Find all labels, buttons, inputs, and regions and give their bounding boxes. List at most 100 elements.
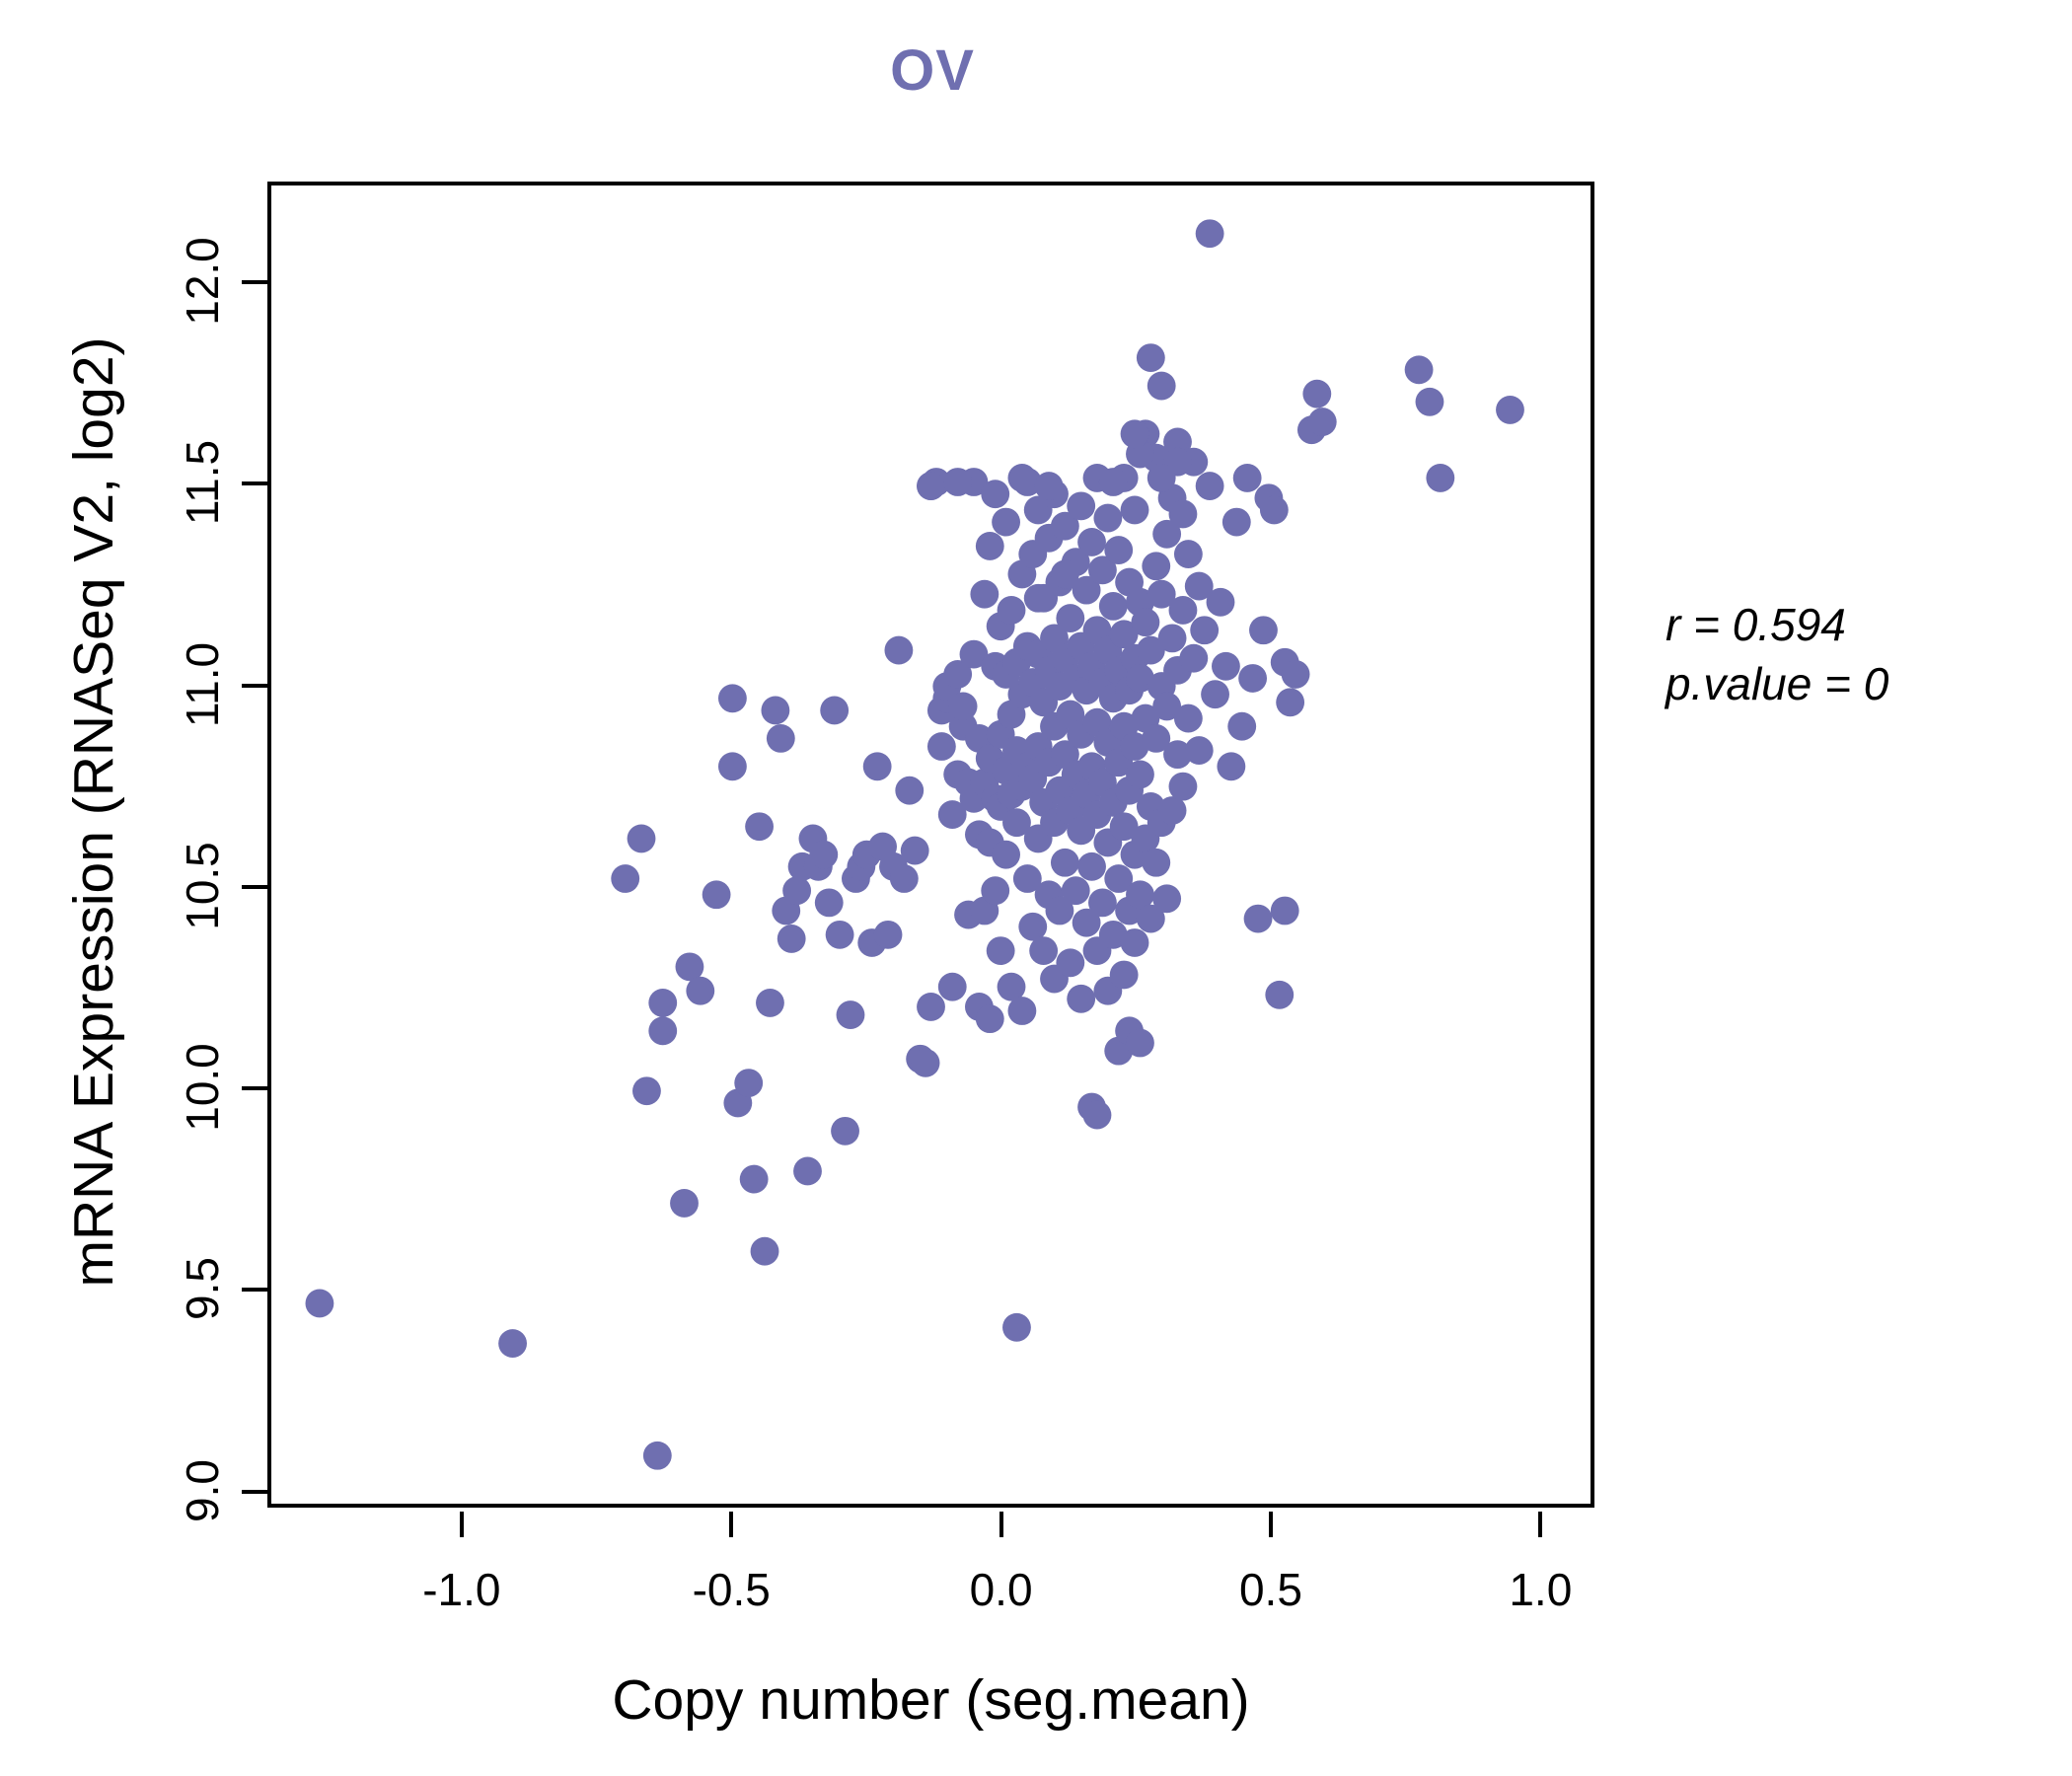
data-point	[1206, 587, 1235, 617]
data-point	[997, 596, 1026, 625]
data-point	[943, 659, 973, 689]
data-point	[1007, 997, 1037, 1025]
data-point	[1184, 736, 1214, 765]
data-point	[1173, 540, 1203, 569]
data-point	[1098, 920, 1128, 949]
data-point	[981, 480, 1010, 509]
data-point	[986, 936, 1015, 966]
data-point	[1093, 503, 1123, 533]
data-point	[1195, 472, 1224, 500]
data-point	[1179, 643, 1209, 673]
y-axis-label: mRNA Expression (RNASeq V2, log2)	[62, 336, 125, 1288]
data-point	[1050, 559, 1079, 589]
data-point	[1018, 912, 1048, 941]
data-point	[1184, 571, 1214, 601]
data-point	[1104, 864, 1134, 893]
data-point	[1098, 591, 1128, 621]
data-point	[937, 972, 967, 1001]
data-point	[1002, 1312, 1031, 1342]
data-point	[648, 988, 678, 1017]
data-point	[1056, 604, 1085, 632]
y-tick-label: 11.0	[177, 641, 228, 727]
y-tick-label: 10.5	[177, 842, 228, 930]
x-tick-mark	[1538, 1512, 1543, 1537]
data-point	[1072, 908, 1101, 937]
data-point	[1238, 664, 1268, 693]
data-point	[1496, 395, 1524, 424]
data-point	[809, 840, 839, 869]
data-point	[627, 824, 656, 853]
data-point	[992, 507, 1020, 537]
y-tick-mark	[242, 683, 267, 688]
y-tick-mark	[242, 1086, 267, 1091]
data-point	[793, 1156, 822, 1186]
data-point	[814, 888, 844, 918]
data-point	[997, 972, 1026, 1001]
data-point	[745, 812, 774, 842]
data-point	[1152, 519, 1182, 549]
x-tick-label: -0.5	[692, 1564, 771, 1615]
data-point	[1227, 711, 1257, 741]
data-point	[632, 1076, 661, 1106]
data-point	[498, 1329, 527, 1358]
data-point	[717, 752, 747, 781]
data-point	[1082, 1100, 1112, 1130]
x-axis-label: Copy number (seg.mean)	[612, 1668, 1250, 1732]
data-point	[1142, 723, 1171, 753]
data-point	[1249, 616, 1278, 645]
x-tick-label: 0.0	[969, 1564, 1033, 1615]
data-point	[1201, 680, 1229, 709]
data-point	[1276, 688, 1305, 717]
data-point	[1259, 495, 1289, 525]
data-point	[959, 639, 989, 669]
data-point	[1157, 796, 1187, 825]
x-tick-label: -1.0	[422, 1564, 501, 1615]
data-point	[1173, 703, 1203, 733]
data-point	[1415, 387, 1444, 416]
data-point	[642, 1441, 672, 1470]
data-point	[1157, 624, 1187, 653]
x-tick-mark	[729, 1512, 734, 1537]
y-tick-mark	[242, 884, 267, 889]
data-point	[948, 692, 978, 721]
x-tick-mark	[1268, 1512, 1273, 1537]
data-point	[670, 1189, 699, 1218]
data-point	[975, 1004, 1004, 1034]
data-point	[1152, 692, 1182, 721]
data-point	[1109, 812, 1139, 842]
data-point	[975, 532, 1004, 560]
data-point	[970, 579, 999, 609]
data-point	[1168, 772, 1198, 801]
data-point	[1098, 468, 1128, 496]
data-point	[1190, 616, 1220, 645]
data-point	[1131, 608, 1160, 637]
data-point	[1147, 464, 1176, 492]
data-point	[937, 800, 967, 829]
data-point	[1077, 851, 1106, 881]
data-point	[1012, 864, 1042, 893]
y-tick-mark	[242, 481, 267, 486]
data-point	[1120, 928, 1149, 957]
data-point	[1302, 379, 1332, 408]
y-tick-label: 12.0	[177, 237, 228, 326]
data-point	[1168, 499, 1198, 529]
data-point	[1067, 984, 1096, 1013]
data-point	[1307, 407, 1337, 436]
data-point	[1067, 491, 1096, 521]
y-tick-label: 10.0	[177, 1043, 228, 1132]
data-point	[895, 776, 925, 805]
data-point	[1163, 427, 1192, 457]
data-point	[900, 836, 929, 865]
data-point	[305, 1289, 334, 1318]
x-tick-label: 1.0	[1509, 1564, 1573, 1615]
y-tick-mark	[242, 280, 267, 285]
data-point	[675, 952, 704, 982]
x-tick-label: 0.5	[1238, 1564, 1302, 1615]
data-point	[1077, 527, 1106, 556]
data-point	[1168, 596, 1198, 625]
y-tick-label: 11.5	[177, 440, 228, 526]
data-point	[1217, 752, 1246, 781]
data-point	[825, 920, 854, 949]
y-tick-mark	[242, 1489, 267, 1494]
